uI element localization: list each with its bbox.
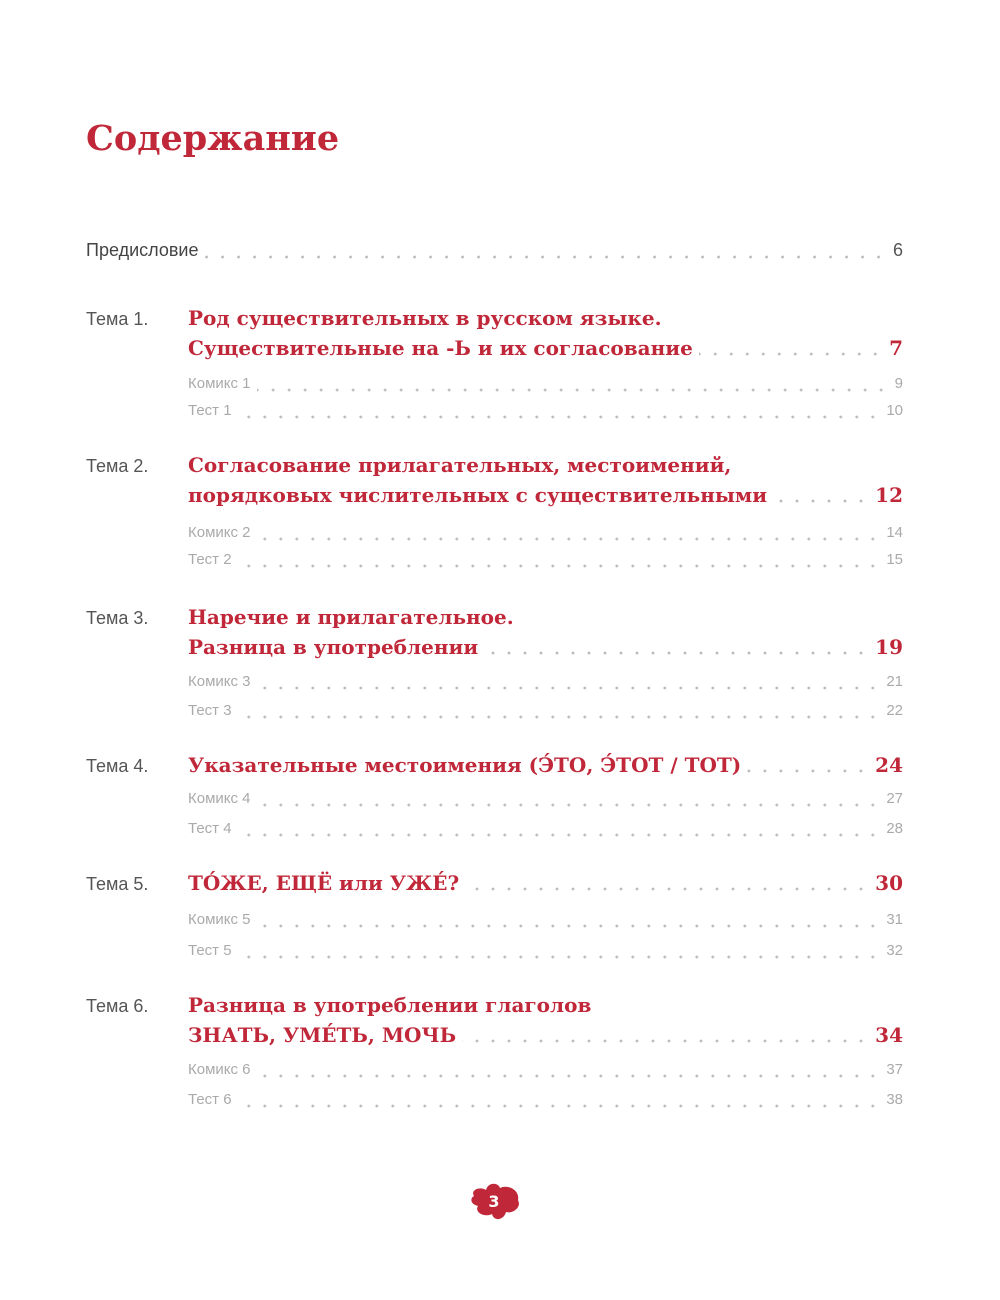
- subitem-label: Комикс 3: [188, 673, 251, 690]
- topic-title: ТО́ЖЕ, ЕЩЁ или УЖЕ́?: [188, 871, 460, 895]
- toc-subitem[interactable]: Комикс 5 31: [188, 911, 903, 928]
- toc-topic[interactable]: Тема 6. Разница в употреблении глаголов ЗН…: [86, 993, 903, 1047]
- topic-page: 19: [875, 635, 903, 659]
- topic-number: Тема 3.: [86, 608, 149, 628]
- dot-leader: [465, 887, 870, 891]
- topic-title: Согласование прилагательных, местоимений…: [188, 453, 732, 477]
- subitem-page: 28: [886, 820, 903, 837]
- dot-leader: [773, 499, 870, 503]
- subitem-label: Тест 2: [188, 551, 232, 568]
- dot-leader: [237, 414, 881, 419]
- subitem-page: 14: [886, 524, 903, 541]
- subitem-page: 15: [886, 551, 903, 568]
- toc-topic[interactable]: Тема 4. Указательные местоимения (Э́ТО, Э…: [86, 753, 903, 777]
- subitem-page: 22: [886, 702, 903, 719]
- preface-page: 6: [892, 240, 903, 260]
- subitem-page: 38: [886, 1091, 903, 1108]
- subitem-page: 21: [886, 673, 903, 690]
- topic-title: Существительные на -Ь и их согласование: [188, 336, 693, 360]
- topic-title: Указательные местоимения (Э́ТО, Э́ТОТ / …: [188, 753, 742, 777]
- page-number: 3: [488, 1192, 499, 1211]
- dot-leader: [237, 954, 881, 959]
- dot-leader: [698, 352, 884, 356]
- dot-leader: [256, 536, 881, 541]
- dot-leader: [237, 563, 881, 568]
- subitem-label: Комикс 2: [188, 524, 251, 541]
- topic-title: Род существительных в русском языке.: [188, 306, 662, 330]
- toc-topic[interactable]: Тема 1. Род существительных в русском язы…: [86, 306, 903, 360]
- dot-leader: [484, 651, 870, 655]
- toc-subitem[interactable]: Комикс 4 27: [188, 790, 903, 807]
- topic-number: Тема 2.: [86, 456, 149, 476]
- topic-page: 12: [875, 483, 903, 507]
- dot-leader: [747, 769, 870, 773]
- toc-subitem[interactable]: Тест 3 22: [188, 702, 903, 719]
- subitem-page: 31: [886, 911, 903, 928]
- dot-leader: [237, 714, 881, 719]
- topic-page: 24: [875, 753, 903, 777]
- topic-title: Разница в употреблении: [188, 635, 479, 659]
- topic-number: Тема 4.: [86, 756, 149, 776]
- subitem-page: 10: [886, 402, 903, 419]
- dot-leader: [256, 1073, 881, 1078]
- topic-title: ЗНАТЬ, УМЕ́ТЬ, МОЧЬ: [188, 1023, 457, 1047]
- topic-title: Разница в употреблении глаголов: [188, 993, 592, 1017]
- subitem-label: Тест 5: [188, 942, 232, 959]
- toc-subitem[interactable]: Тест 2 15: [188, 551, 903, 568]
- subitem-label: Тест 4: [188, 820, 232, 837]
- dot-leader: [204, 254, 887, 259]
- toc-topic[interactable]: Тема 2. Согласование прилагательных, мест…: [86, 453, 903, 507]
- toc-topic[interactable]: Тема 5. ТО́ЖЕ, ЕЩЁ или УЖЕ́? 30: [86, 871, 903, 895]
- topic-title: порядковых числительных с существительны…: [188, 483, 768, 507]
- toc-subitem[interactable]: Комикс 6 37: [188, 1061, 903, 1078]
- toc-subitem[interactable]: Комикс 2 14: [188, 524, 903, 541]
- topic-page: 7: [889, 336, 903, 360]
- topic-number: Тема 1.: [86, 309, 149, 329]
- subitem-page: 27: [886, 790, 903, 807]
- dot-leader: [256, 685, 881, 690]
- subitem-page: 37: [886, 1061, 903, 1078]
- topic-number: Тема 6.: [86, 996, 149, 1016]
- page-title: Содержание: [86, 118, 340, 159]
- dot-leader: [256, 387, 889, 392]
- dot-leader: [237, 1103, 881, 1108]
- subitem-label: Комикс 6: [188, 1061, 251, 1078]
- toc-subitem[interactable]: Тест 5 32: [188, 942, 903, 959]
- subitem-label: Комикс 4: [188, 790, 251, 807]
- dot-leader: [237, 832, 881, 837]
- preface-label: Предисловие: [86, 240, 199, 260]
- subitem-page: 32: [886, 942, 903, 959]
- page-number-blot: 3: [471, 1183, 519, 1220]
- subitem-label: Комикс 5: [188, 911, 251, 928]
- toc-subitem[interactable]: Тест 4 28: [188, 820, 903, 837]
- toc-subitem[interactable]: Комикс 1 9: [188, 375, 903, 392]
- blot-shape: [471, 1183, 519, 1220]
- dot-leader: [256, 802, 881, 807]
- topic-page: 34: [875, 1023, 903, 1047]
- topic-title: Наречие и прилагательное.: [188, 605, 514, 629]
- toc-preface[interactable]: Предисловие 6: [86, 240, 903, 261]
- subitem-label: Тест 3: [188, 702, 232, 719]
- topic-page: 30: [875, 871, 903, 895]
- subitem-label: Тест 1: [188, 402, 232, 419]
- subitem-label: Комикс 1: [188, 375, 251, 392]
- toc-topic[interactable]: Тема 3. Наречие и прилагательное. Разница …: [86, 605, 903, 659]
- topic-number: Тема 5.: [86, 874, 149, 894]
- dot-leader: [462, 1039, 870, 1043]
- dot-leader: [256, 923, 881, 928]
- toc-subitem[interactable]: Тест 1 10: [188, 402, 903, 419]
- toc-subitem[interactable]: Комикс 3 21: [188, 673, 903, 690]
- subitem-label: Тест 6: [188, 1091, 232, 1108]
- subitem-page: 9: [894, 375, 903, 392]
- toc-subitem[interactable]: Тест 6 38: [188, 1091, 903, 1108]
